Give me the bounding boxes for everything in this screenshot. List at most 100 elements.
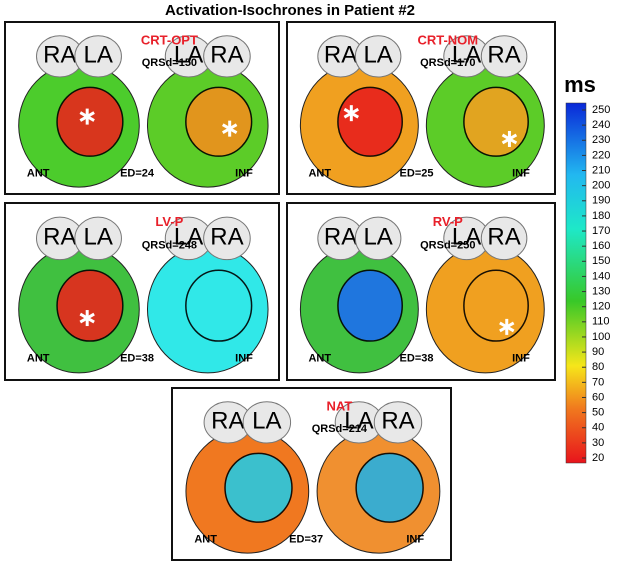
colorbar-tick-label: 40: [592, 422, 604, 434]
atrium-label: LA: [344, 408, 373, 435]
atrium-label: RA: [324, 224, 357, 251]
colorbar-tick-label: 210: [592, 164, 610, 176]
activation-region: [355, 452, 424, 523]
pacing-name: CRT-NOM: [417, 32, 478, 47]
colorbar-tick-label: 250: [592, 104, 610, 116]
qrsd: QRSd=248: [142, 239, 197, 251]
atrium-label: RA: [43, 224, 76, 251]
atrium-label: RA: [381, 408, 414, 435]
atrium: [74, 35, 122, 78]
atrium-label: LA: [252, 408, 281, 435]
atrium-label: LA: [83, 224, 112, 251]
colorbar-tick-label: 70: [592, 376, 604, 388]
inf-label: INF: [235, 167, 253, 179]
ant-label: ANT: [308, 167, 331, 179]
asterisk: [343, 107, 359, 119]
ant-label: ANT: [27, 353, 50, 365]
atrium-label: LA: [174, 42, 203, 69]
colorbar-tick-label: 50: [592, 407, 604, 419]
colorbar-tick-label: 60: [592, 391, 604, 403]
atrium: [373, 401, 423, 444]
atrium-label: LA: [452, 42, 481, 69]
colorbar-tick-label: 200: [592, 180, 610, 192]
inf-label: INF: [512, 353, 530, 365]
atrium-label: RA: [210, 42, 243, 69]
colorbar-tick-label: 230: [592, 134, 610, 146]
colorbar-unit: ms: [564, 72, 596, 97]
atrium: [354, 216, 402, 261]
pacing-name: RV-P: [433, 214, 463, 229]
colorbar-tick-label: 150: [592, 255, 610, 267]
ed-label: ED=38: [120, 353, 154, 365]
asterisk: [501, 133, 518, 145]
colorbar-tick-label: 120: [592, 301, 610, 313]
pacing-name: CRT-OPT: [141, 32, 198, 47]
atrium-label: RA: [324, 42, 357, 69]
atrium: [480, 216, 528, 261]
asterisk: [222, 123, 238, 134]
ed-label: ED=24: [120, 167, 155, 179]
inf-label: INF: [235, 353, 253, 365]
colorbar-tick-label: 130: [592, 285, 610, 297]
colorbar-tick-label: 160: [592, 240, 610, 252]
activation-region: [56, 86, 124, 157]
activation-region: [337, 86, 403, 157]
qrsd: QRSd=150: [142, 57, 197, 69]
qrsd: QRSd=214: [312, 423, 368, 435]
atrium-label: RA: [487, 42, 520, 69]
atrium-label: LA: [83, 42, 112, 69]
colorbar-tick-label: 190: [592, 195, 610, 207]
colorbar-tick-label: 170: [592, 225, 610, 237]
atrium-label: RA: [211, 408, 244, 435]
atrium: [354, 35, 402, 78]
ed-label: ED=25: [400, 167, 434, 179]
asterisk: [79, 111, 95, 122]
atrium: [480, 35, 528, 78]
inf-label: INF: [406, 533, 424, 545]
colorbar-tick-label: 20: [592, 452, 604, 464]
atrium-label: RA: [487, 224, 520, 251]
activation-region: [56, 269, 124, 342]
atrium-label: RA: [210, 224, 243, 251]
activation-region: [185, 86, 253, 157]
atrium-label: LA: [363, 224, 392, 251]
asterisk: [79, 312, 95, 324]
activation-region: [185, 269, 253, 342]
atrium: [74, 216, 122, 261]
asterisk: [499, 321, 515, 333]
colorbar-tick-label: 180: [592, 210, 610, 222]
colorbar-tick-label: 90: [592, 346, 604, 358]
atrium-label: LA: [363, 42, 392, 69]
pacing-name: LV-P: [155, 214, 183, 229]
ant-label: ANT: [194, 533, 217, 545]
pacing-name: NAT: [327, 398, 353, 413]
atrium-label: RA: [43, 42, 76, 69]
ed-label: ED=37: [289, 533, 323, 545]
activation-region: [337, 269, 403, 342]
colorbar: [565, 102, 587, 464]
ant-label: ANT: [27, 167, 50, 179]
colorbar-tick-label: 100: [592, 331, 610, 343]
atrium-label: LA: [174, 224, 203, 251]
atrium: [203, 35, 251, 78]
qrsd: QRSd=250: [420, 239, 475, 251]
colorbar-tick-label: 140: [592, 270, 610, 282]
atrium: [203, 216, 251, 261]
inf-label: INF: [512, 167, 530, 179]
qrsd: QRSd=170: [420, 57, 475, 69]
activation-region: [224, 452, 293, 523]
ant-label: ANT: [308, 353, 331, 365]
colorbar-tick-label: 220: [592, 149, 610, 161]
colorbar-tick-label: 80: [592, 361, 604, 373]
figure-title: Activation-Isochrones in Patient #2: [165, 2, 415, 19]
colorbar-tick-label: 240: [592, 119, 610, 131]
ed-label: ED=38: [400, 353, 434, 365]
activation-region: [463, 86, 529, 157]
colorbar-tick-label: 110: [592, 316, 610, 328]
activation-region: [463, 269, 529, 342]
colorbar-tick-label: 30: [592, 437, 604, 449]
atrium: [242, 401, 292, 444]
atrium-label: LA: [452, 224, 481, 251]
